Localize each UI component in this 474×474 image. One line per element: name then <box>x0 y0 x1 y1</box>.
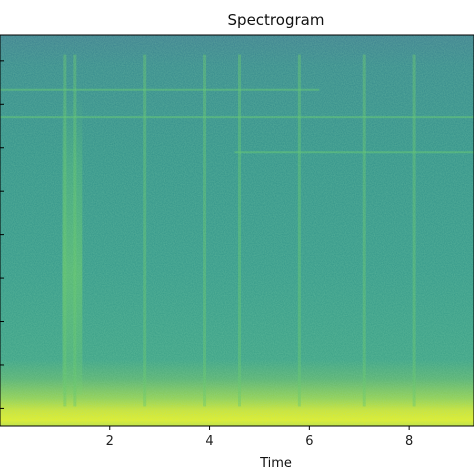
spectrogram-plot-area <box>0 35 474 426</box>
spectrogram-noise <box>0 35 474 426</box>
x-tick-label: 2 <box>106 434 114 449</box>
x-tick-label: 6 <box>305 434 313 449</box>
x-tick-label: 8 <box>405 434 413 449</box>
plot-frame <box>0 34 474 427</box>
x-axis-label: Time <box>259 456 292 471</box>
x-tick-label: 4 <box>205 434 213 449</box>
y-axis-ticks <box>0 60 4 409</box>
chart-title: Spectrogram <box>228 11 325 29</box>
x-axis-ticks: 2 4 6 8 <box>106 426 413 449</box>
